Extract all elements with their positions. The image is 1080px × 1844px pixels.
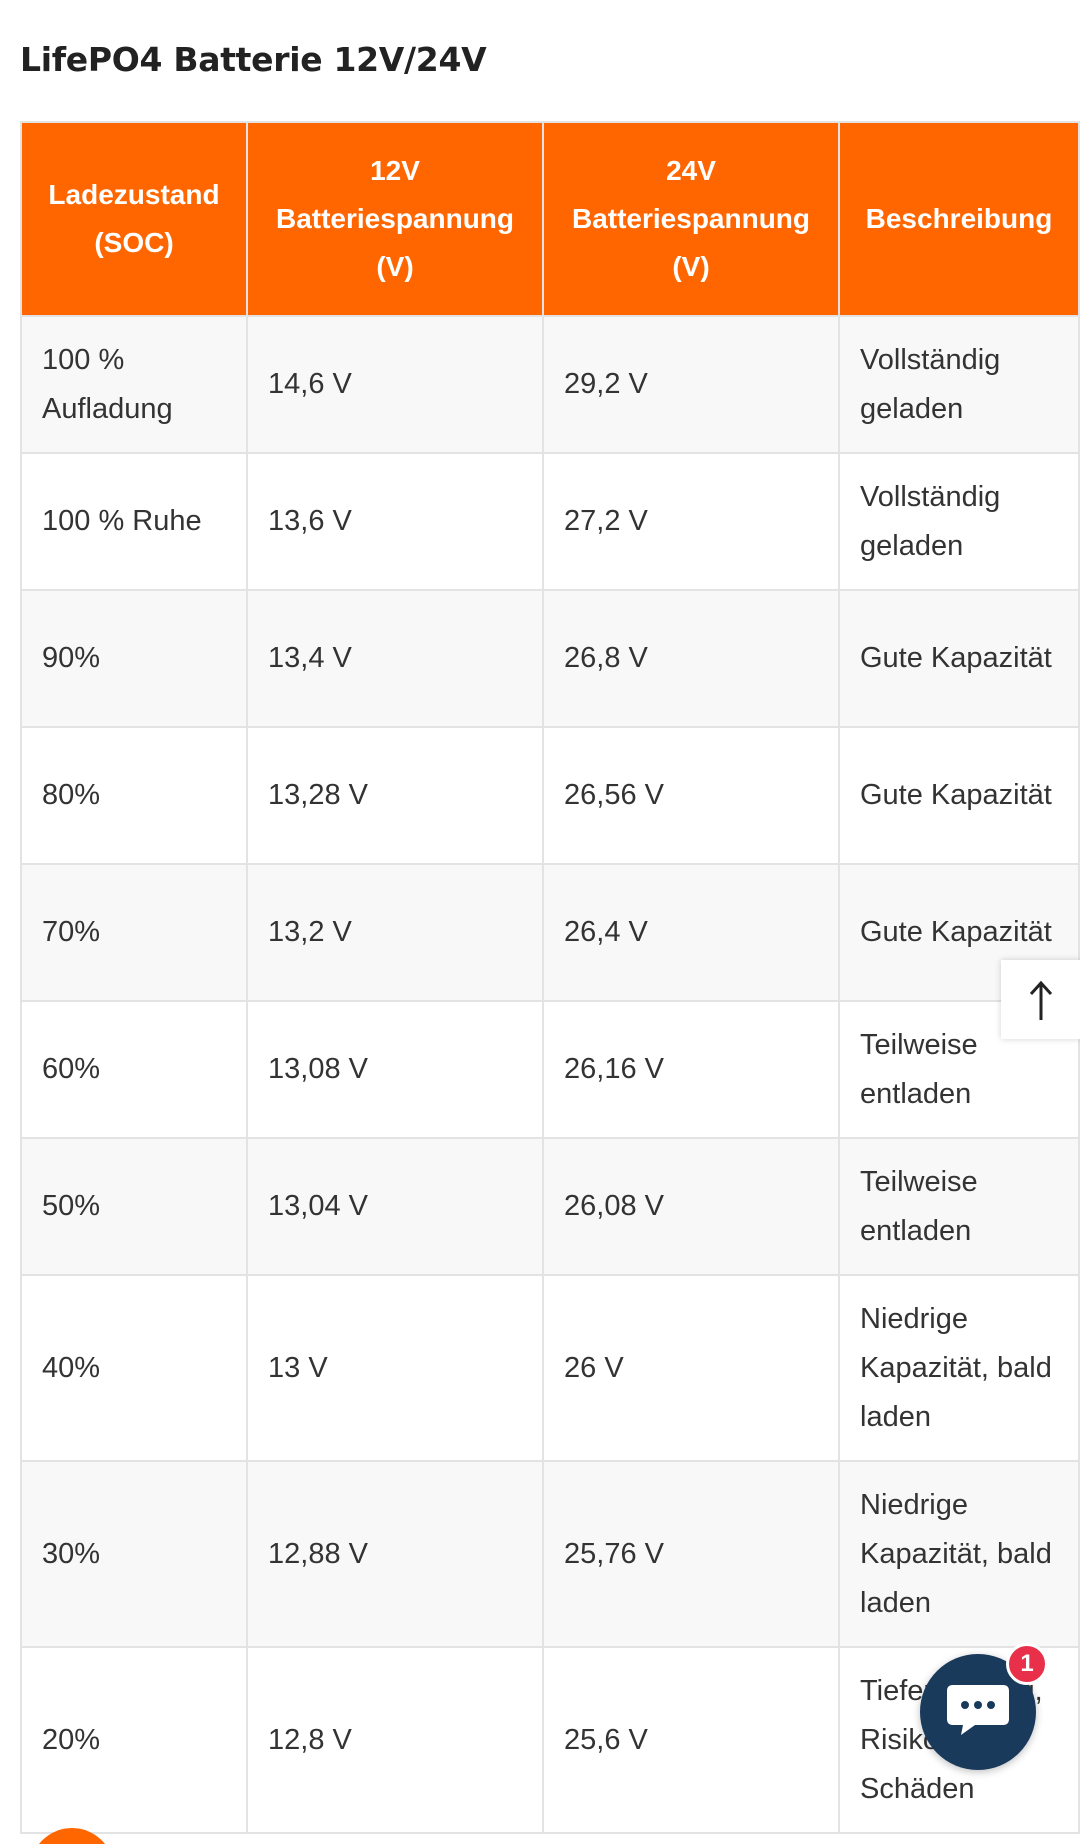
table-row: 20% 12,8 V 25,6 V Tiefentladung, Risiko … xyxy=(20,1646,1080,1834)
cell-12v: 14,6 V xyxy=(246,315,544,454)
cell-soc: 100 % Ruhe xyxy=(20,452,248,591)
header-24v: 24V Batteriespannung (V) xyxy=(542,121,840,317)
table-row: 50% 13,04 V 26,08 V Teilweise entladen xyxy=(20,1137,1080,1276)
cell-12v: 13,6 V xyxy=(246,452,544,591)
cell-soc: 100 % Aufladung xyxy=(20,315,248,454)
cell-12v: 12,88 V xyxy=(246,1460,544,1648)
cell-12v: 12,8 V xyxy=(246,1646,544,1834)
arrow-up-icon xyxy=(1026,978,1056,1022)
table-row: 40% 13 V 26 V Niedrige Kapazität, bald l… xyxy=(20,1274,1080,1462)
cell-24v: 26,08 V xyxy=(542,1137,840,1276)
cell-24v: 26,4 V xyxy=(542,863,840,1002)
cell-24v: 29,2 V xyxy=(542,315,840,454)
table-row: 100 % Aufladung 14,6 V 29,2 V Vollständi… xyxy=(20,315,1080,454)
cell-soc: 90% xyxy=(20,589,248,728)
table-row: 80% 13,28 V 26,56 V Gute Kapazität xyxy=(20,726,1080,865)
cell-24v: 26,56 V xyxy=(542,726,840,865)
battery-voltage-table: Ladezustand (SOC) 12V Batteriespannung (… xyxy=(20,121,1080,1834)
cell-soc: 20% xyxy=(20,1646,248,1834)
header-description: Beschreibung xyxy=(838,121,1080,317)
cell-description: Niedrige Kapazität, bald laden xyxy=(838,1460,1080,1648)
cell-12v: 13,28 V xyxy=(246,726,544,865)
cell-soc: 40% xyxy=(20,1274,248,1462)
chat-notification-badge: 1 xyxy=(1006,1643,1048,1685)
table-row: 100 % Ruhe 13,6 V 27,2 V Vollständig gel… xyxy=(20,452,1080,591)
cell-description: Gute Kapazität xyxy=(838,863,1080,1002)
table-row: 90% 13,4 V 26,8 V Gute Kapazität xyxy=(20,589,1080,728)
chat-bubble-icon xyxy=(945,1681,1011,1744)
back-to-top-button[interactable] xyxy=(1001,960,1080,1039)
table-row: 30% 12,88 V 25,76 V Niedrige Kapazität, … xyxy=(20,1460,1080,1648)
cell-24v: 25,76 V xyxy=(542,1460,840,1648)
page-title: LifePO4 Batterie 12V/24V xyxy=(20,40,487,79)
cell-24v: 26,8 V xyxy=(542,589,840,728)
cell-12v: 13,08 V xyxy=(246,1000,544,1139)
cell-soc: 70% xyxy=(20,863,248,1002)
cell-12v: 13 V xyxy=(246,1274,544,1462)
cell-12v: 13,4 V xyxy=(246,589,544,728)
header-soc: Ladezustand (SOC) xyxy=(20,121,248,317)
cell-24v: 26,16 V xyxy=(542,1000,840,1139)
cell-description: Gute Kapazität xyxy=(838,589,1080,728)
cell-24v: 27,2 V xyxy=(542,452,840,591)
cell-12v: 13,2 V xyxy=(246,863,544,1002)
table-row: 60% 13,08 V 26,16 V Teilweise entladen xyxy=(20,1000,1080,1139)
cell-24v: 26 V xyxy=(542,1274,840,1462)
cell-soc: 50% xyxy=(20,1137,248,1276)
table-row: 70% 13,2 V 26,4 V Gute Kapazität xyxy=(20,863,1080,1002)
cell-soc: 30% xyxy=(20,1460,248,1648)
header-12v: 12V Batteriespannung (V) xyxy=(246,121,544,317)
cell-24v: 25,6 V xyxy=(542,1646,840,1834)
cell-description: Niedrige Kapazität, bald laden xyxy=(838,1274,1080,1462)
cell-description: Teilweise entladen xyxy=(838,1137,1080,1276)
cell-description: Gute Kapazität xyxy=(838,726,1080,865)
cell-description: Vollständig geladen xyxy=(838,452,1080,591)
table-header-row: Ladezustand (SOC) 12V Batteriespannung (… xyxy=(20,121,1080,317)
cell-soc: 80% xyxy=(20,726,248,865)
cell-soc: 60% xyxy=(20,1000,248,1139)
cell-12v: 13,04 V xyxy=(246,1137,544,1276)
cell-description: Vollständig geladen xyxy=(838,315,1080,454)
